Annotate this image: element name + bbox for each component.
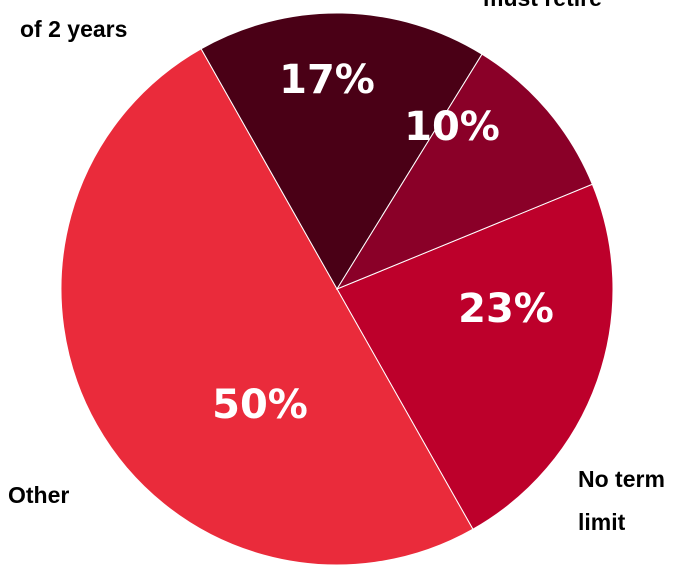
pie-slice-10 [335,53,594,291]
slice-value-label-50: 50% [212,382,308,428]
slice-value-label-10: 10% [404,104,500,150]
category-label-no-term-line1: No term [578,466,665,492]
slice-value-label-17: 17% [279,57,375,103]
pie-slice-23 [336,183,614,530]
pie-slice-17 [200,12,483,290]
category-label-two-years: of 2 years [20,16,127,42]
category-label-other: Other [8,482,69,508]
category-label-no-term-line2: limit [578,509,626,535]
pie-slice-50 [60,48,474,565]
pie-slices [60,12,614,565]
slice-value-label-23: 23% [458,286,554,332]
category-label-must-retire: must retire [483,0,602,11]
